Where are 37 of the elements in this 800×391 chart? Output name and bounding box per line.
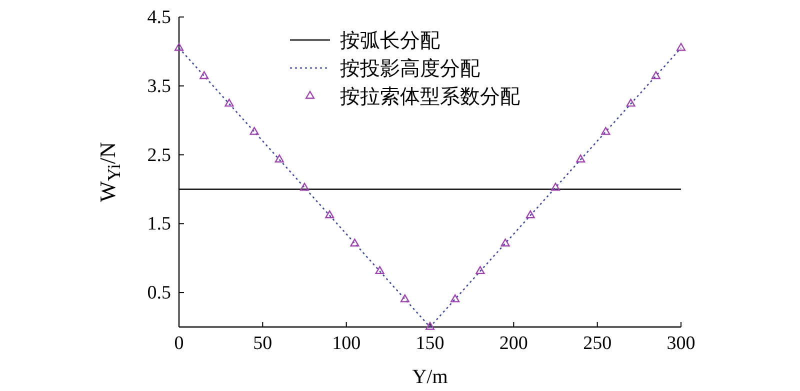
point (274, 154, 284, 162)
y-tick-label: 0.5 (147, 282, 171, 304)
point (350, 238, 360, 246)
point (250, 126, 259, 135)
point (325, 210, 334, 218)
x-tick-label: 100 (332, 333, 361, 354)
point (174, 42, 184, 51)
point (500, 238, 510, 246)
y-tick-label: 2.5 (147, 144, 171, 166)
y-tick-label: 3.5 (147, 76, 171, 97)
x-axis-title: Y/m (412, 366, 448, 388)
point (300, 182, 310, 191)
legend-label: 按弧长分配 (340, 30, 440, 52)
y-tick-label: 4.5 (147, 7, 171, 28)
point (550, 182, 560, 191)
x-tick-label: 50 (253, 333, 272, 354)
point (400, 294, 410, 302)
point (450, 294, 460, 302)
x-tick-label: 300 (666, 333, 696, 354)
point (601, 126, 610, 135)
x-tick-label: 200 (499, 333, 528, 354)
x-tick-label: 0 (174, 333, 184, 354)
point (676, 42, 686, 51)
point (626, 98, 636, 107)
x-tick-label: 150 (416, 333, 444, 354)
point (476, 266, 485, 274)
point (425, 322, 435, 330)
legend-label: 按拉索体型系数分配 (340, 86, 520, 108)
y-tick-label: 1.5 (147, 214, 171, 235)
point (651, 71, 660, 80)
point (375, 266, 384, 274)
point (200, 71, 209, 80)
point (224, 98, 234, 107)
point (576, 154, 586, 162)
legend-label: 按投影高度分配 (340, 57, 480, 80)
x-tick-label: 250 (583, 333, 612, 354)
point (526, 210, 535, 218)
